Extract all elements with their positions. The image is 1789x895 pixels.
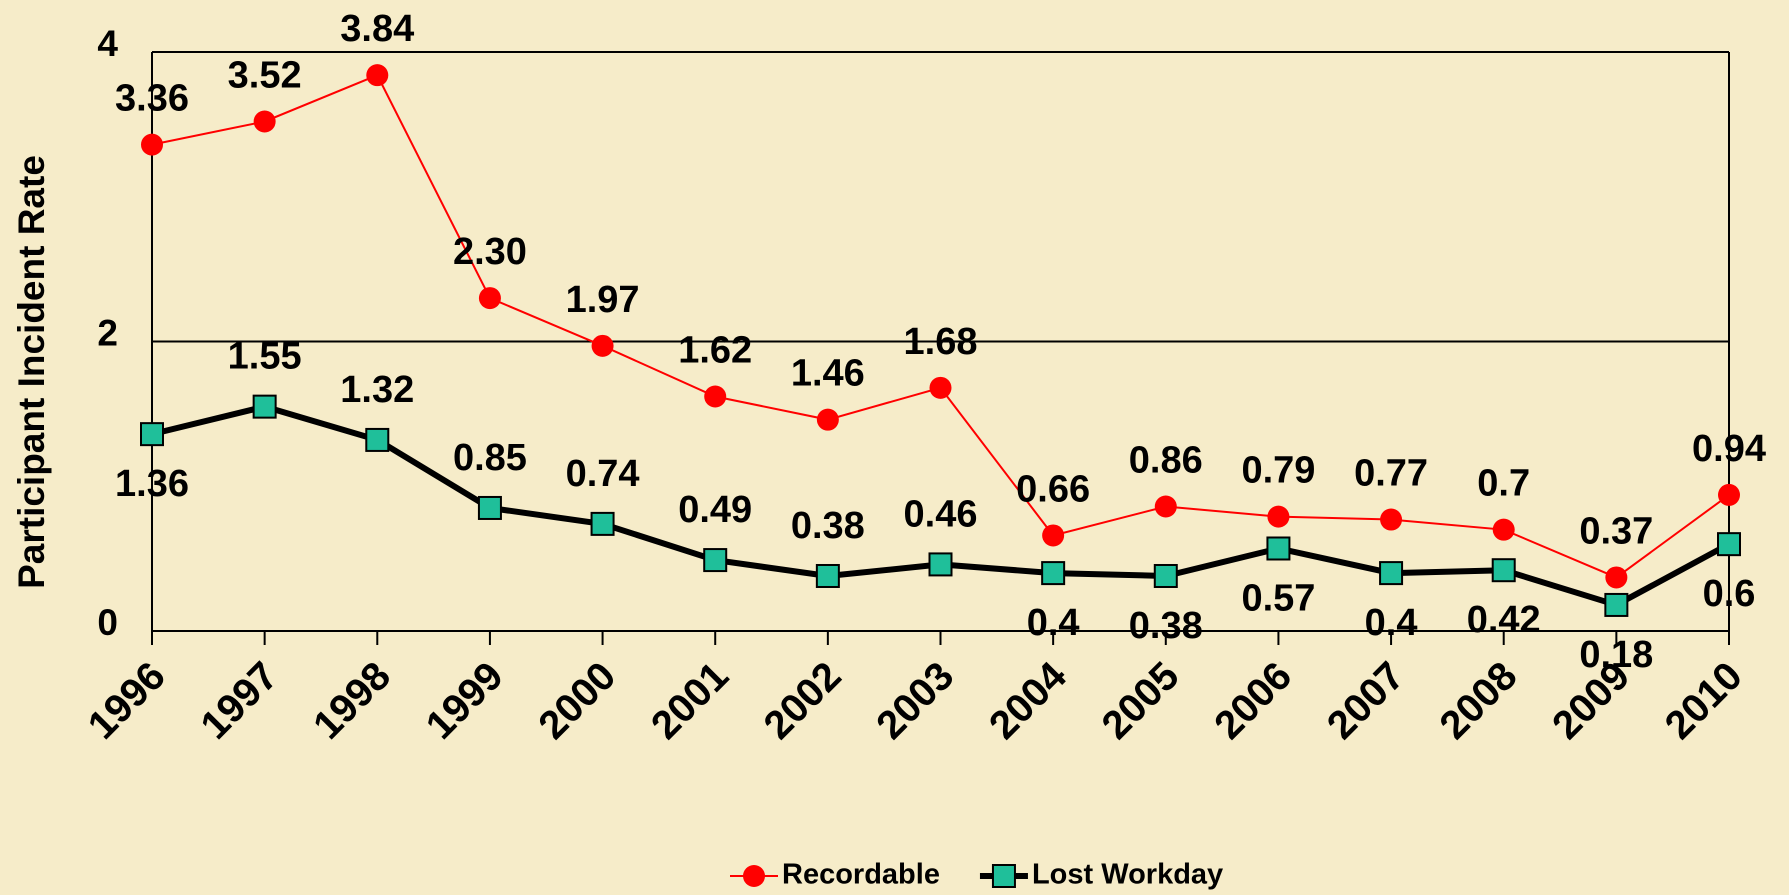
- data-label: 0.79: [1241, 450, 1315, 492]
- x-tick-label: 2003: [868, 654, 962, 748]
- marker: [1491, 558, 1516, 583]
- marker: [365, 427, 390, 452]
- marker: [1492, 518, 1515, 541]
- marker: [1718, 483, 1740, 506]
- data-label: 0.49: [678, 489, 752, 531]
- y-tick-label: 4: [97, 23, 118, 64]
- data-label: 0.85: [453, 437, 527, 479]
- x-tick-label: 2007: [1319, 654, 1413, 748]
- marker: [252, 394, 277, 419]
- marker: [140, 422, 164, 447]
- marker: [590, 511, 615, 536]
- data-label: 1.46: [791, 353, 865, 395]
- x-tick-label: 2002: [756, 654, 850, 748]
- data-label: 1.68: [904, 321, 978, 363]
- marker: [366, 64, 389, 87]
- x-tick-label: 2004: [981, 653, 1076, 748]
- data-label: 0.57: [1241, 578, 1315, 620]
- marker: [478, 287, 501, 310]
- marker: [1154, 495, 1177, 518]
- data-label: 0.46: [904, 493, 978, 535]
- x-tick-label: 1999: [418, 654, 512, 748]
- marker: [815, 563, 840, 588]
- data-label: 0.7: [1477, 463, 1530, 505]
- marker: [1266, 536, 1291, 561]
- marker: [1041, 561, 1066, 586]
- marker: [1267, 505, 1290, 528]
- data-label: 0.4: [1365, 602, 1418, 644]
- legend-label: Lost Workday: [1032, 859, 1223, 891]
- legend-marker: [743, 865, 765, 887]
- data-label: 3.84: [340, 8, 414, 50]
- y-axis-label: Participant Incident Rate: [11, 155, 52, 589]
- marker: [929, 376, 952, 399]
- data-label: 1.32: [340, 369, 414, 411]
- data-label: 2.30: [453, 231, 527, 273]
- marker: [703, 548, 728, 573]
- data-label: 3.36: [115, 78, 189, 120]
- marker: [928, 552, 953, 577]
- y-tick-label: 0: [97, 602, 118, 643]
- marker: [1605, 566, 1628, 589]
- data-label: 1.97: [566, 279, 640, 321]
- x-tick-label: 1998: [305, 654, 399, 748]
- marker: [141, 133, 163, 156]
- marker: [816, 408, 839, 431]
- marker: [591, 334, 614, 357]
- x-tick-label: 2006: [1206, 654, 1300, 748]
- data-label: 0.42: [1467, 599, 1541, 641]
- x-tick-label: 2010: [1657, 654, 1751, 748]
- data-label: 0.18: [1579, 634, 1653, 676]
- data-label: 0.38: [791, 505, 865, 547]
- marker: [1379, 561, 1404, 586]
- data-label: 1.36: [115, 463, 189, 505]
- x-tick-label: 2000: [530, 654, 624, 748]
- legend-label: Recordable: [782, 859, 940, 891]
- marker: [1717, 532, 1741, 557]
- data-label: 1.62: [678, 330, 752, 372]
- marker: [1380, 508, 1403, 531]
- x-tick-label: 2008: [1432, 654, 1526, 748]
- data-label: 0.38: [1129, 605, 1203, 647]
- data-label: 0.6: [1703, 573, 1756, 615]
- marker: [704, 385, 727, 408]
- y-tick-label: 2: [97, 312, 118, 353]
- data-label: 3.52: [228, 55, 302, 97]
- marker: [1153, 563, 1178, 588]
- x-tick-label: 1996: [80, 654, 174, 748]
- x-tick-label: 2001: [643, 654, 737, 748]
- x-tick-label: 2005: [1094, 654, 1188, 748]
- data-label: 0.77: [1354, 453, 1428, 495]
- legend-marker: [991, 864, 1016, 888]
- x-tick-label: 1997: [192, 654, 286, 748]
- marker: [477, 495, 502, 520]
- data-label: 0.86: [1129, 440, 1203, 482]
- marker: [253, 110, 276, 133]
- data-label: 0.4: [1027, 602, 1080, 644]
- data-label: 1.55: [228, 336, 302, 378]
- data-label: 0.74: [566, 453, 640, 495]
- marker: [1604, 592, 1629, 617]
- data-label: 0.66: [1016, 468, 1090, 510]
- data-label: 0.37: [1579, 510, 1653, 552]
- data-label: 0.94: [1692, 428, 1766, 470]
- marker: [1042, 524, 1065, 547]
